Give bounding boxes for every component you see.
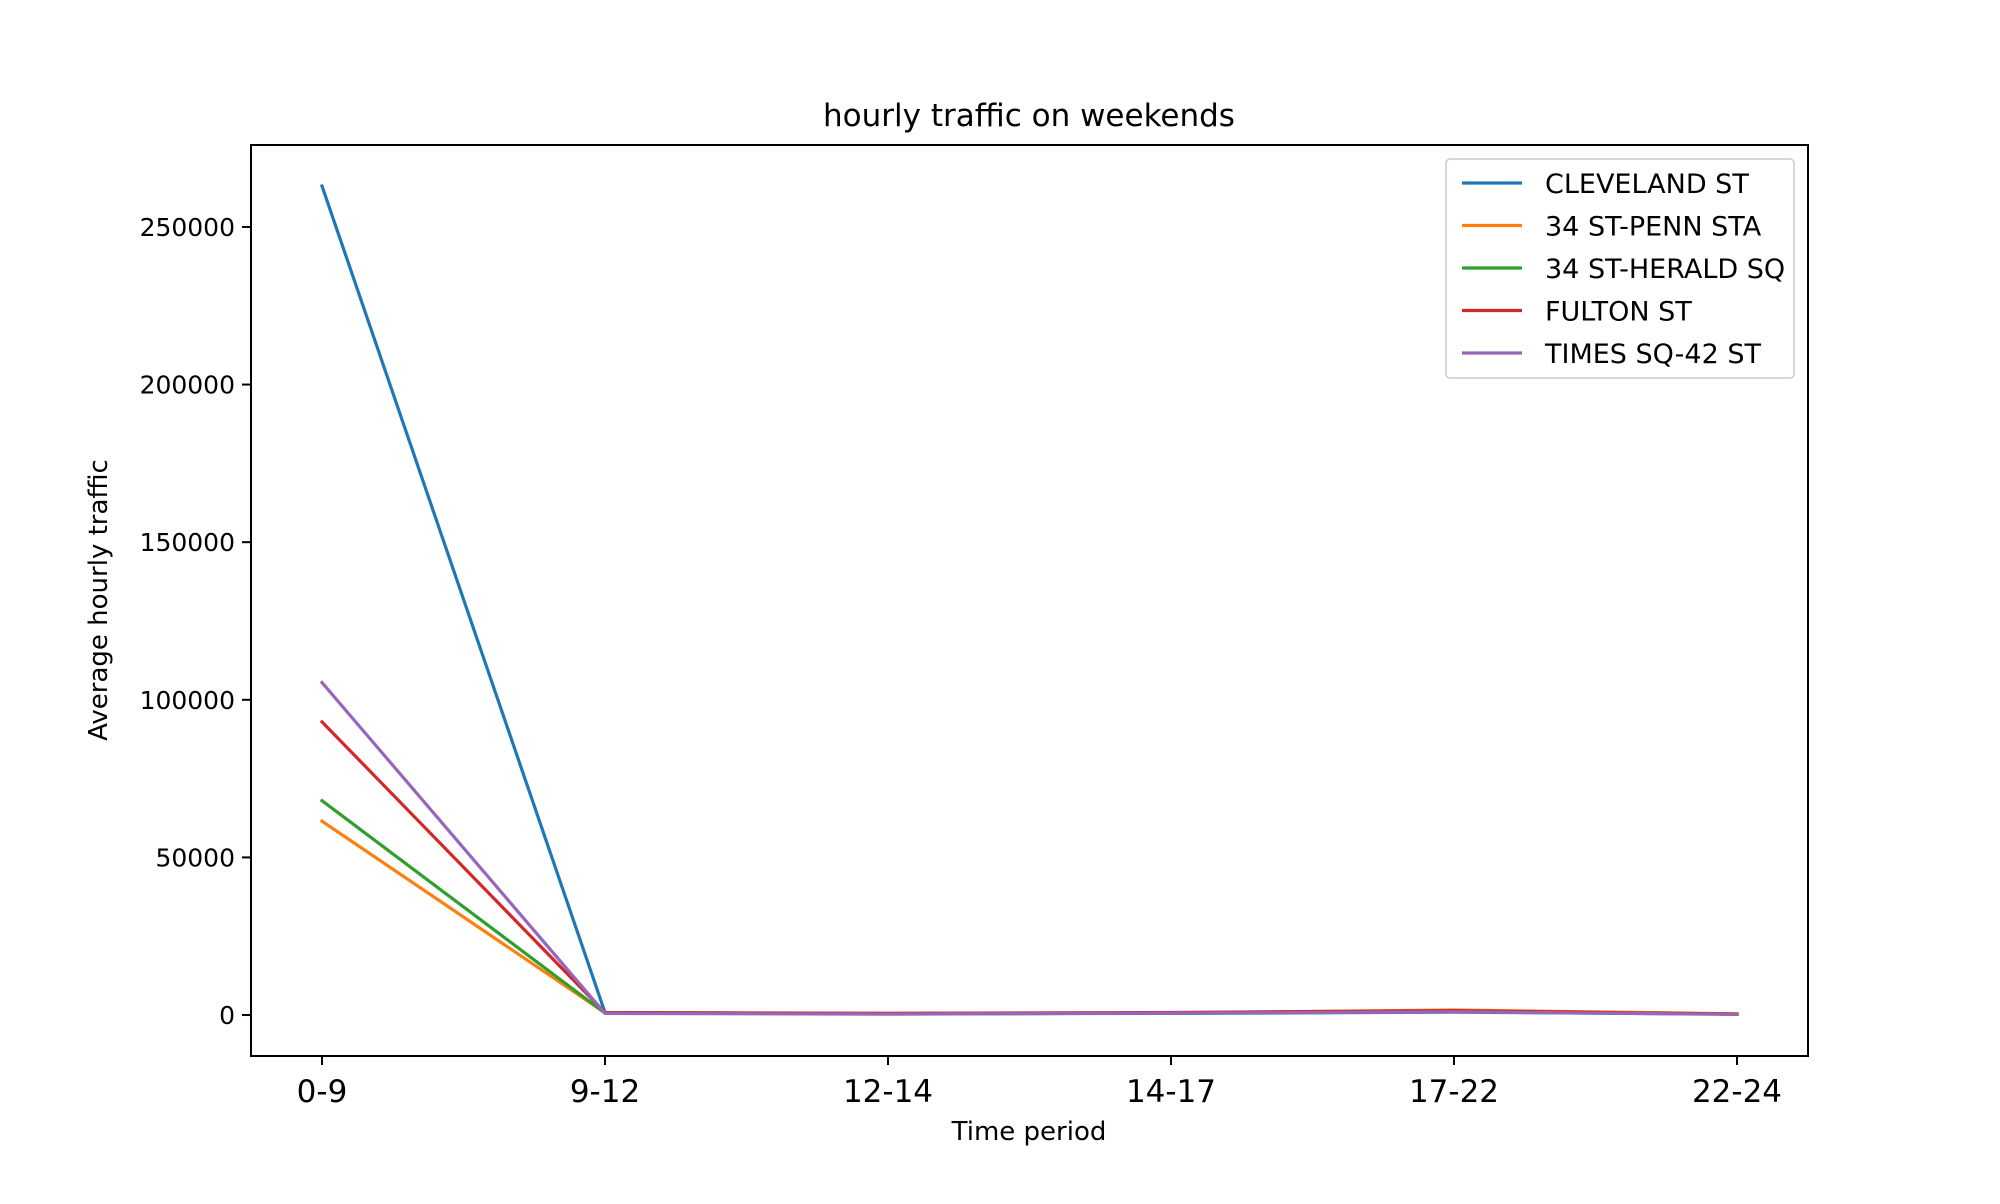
plot-frame (250, 144, 1809, 1057)
y-tick-label: 250000 (140, 213, 235, 242)
x-tick-label: 0-9 (297, 1074, 348, 1110)
legend-label: CLEVELAND ST (1545, 169, 1749, 200)
x-axis-label: Time period (951, 1117, 1107, 1147)
y-axis: 0 50000 100000 150000 200000 250000 (140, 213, 251, 1030)
series-line-1 (319, 818, 1739, 1016)
series-line-2 (319, 798, 1739, 1016)
x-tick-label: 17-22 (1409, 1074, 1499, 1110)
x-tick-label: 14-17 (1126, 1074, 1216, 1110)
legend-label: 34 ST-HERALD SQ (1545, 254, 1785, 285)
y-tick-label: 50000 (155, 843, 235, 872)
legend: CLEVELAND ST 34 ST-PENN STA 34 ST-HERALD S… (1445, 158, 1795, 379)
y-tick-label: 150000 (140, 528, 235, 557)
legend-frame (1445, 158, 1795, 379)
series-line-3 (319, 719, 1739, 1016)
x-tick-label: 22-24 (1692, 1074, 1782, 1110)
x-tick-label: 9-12 (570, 1074, 640, 1110)
y-axis-label: Average hourly traffic (84, 459, 114, 741)
legend-label: TIMES SQ-42 ST (1544, 339, 1761, 370)
chart-title: hourly traffic on weekends (823, 98, 1235, 134)
legend-items: CLEVELAND ST 34 ST-PENN STA 34 ST-HERALD S… (1462, 169, 1785, 370)
legend-label: 34 ST-PENN STA (1545, 212, 1762, 243)
x-tick-label: 12-14 (843, 1074, 933, 1110)
y-tick-label: 200000 (140, 371, 235, 400)
legend-label: FULTON ST (1545, 297, 1692, 328)
series-layer (319, 183, 1739, 1017)
y-tick-label: 0 (219, 1001, 235, 1030)
series-line-4 (319, 680, 1739, 1017)
y-tick-label: 100000 (140, 686, 235, 715)
x-axis: 0-9 9-12 12-14 14-17 17-22 22-24 (297, 1056, 1782, 1110)
